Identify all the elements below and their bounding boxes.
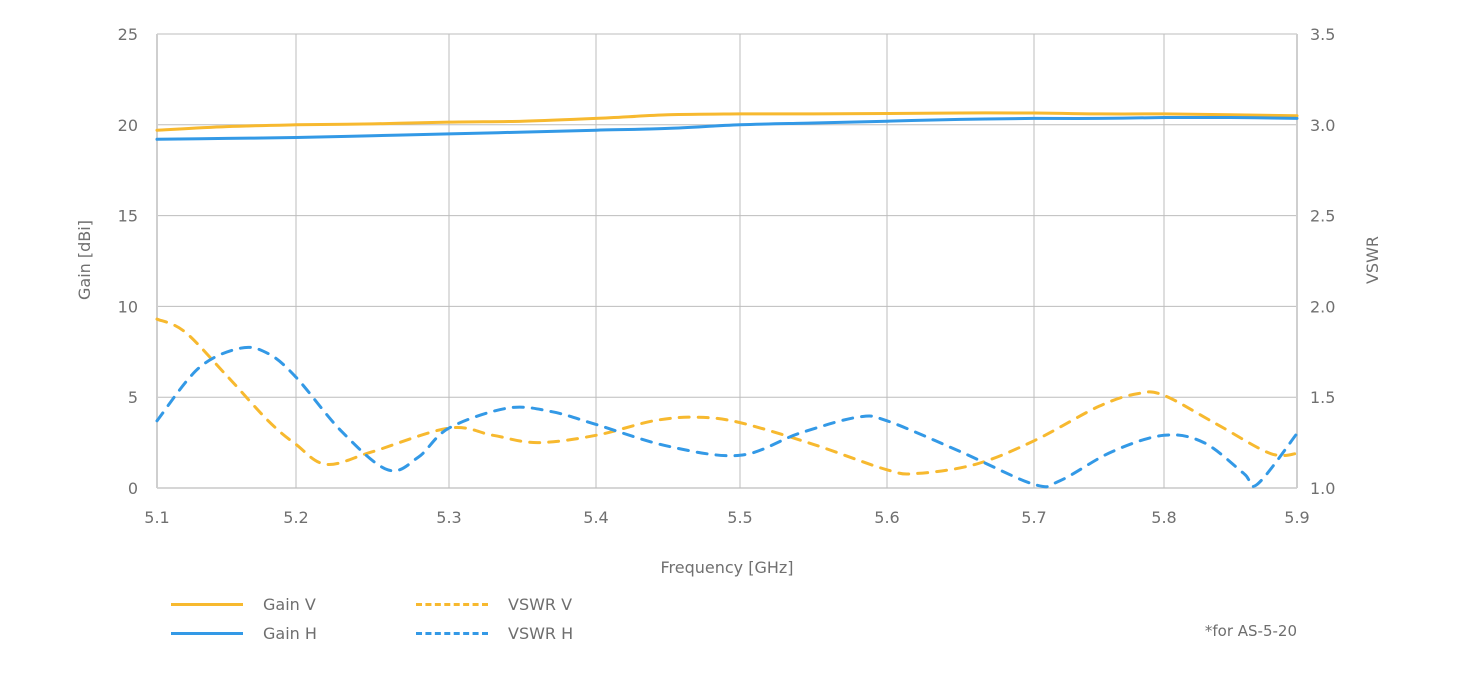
y-tick-label: 10	[118, 297, 138, 316]
series-vswr-h	[155, 345, 1299, 489]
x-tick-label: 5.8	[1151, 508, 1176, 527]
y2-tick-label: 3.5	[1310, 25, 1335, 44]
y-tick-label: 15	[118, 207, 138, 226]
y2-tick-label: 2.0	[1310, 297, 1335, 316]
legend-swatch-dashed-icon	[416, 602, 488, 606]
y-tick-label: 25	[118, 25, 138, 44]
series-gain-h	[155, 115, 1299, 141]
legend-swatch-dashed-icon	[416, 631, 488, 635]
tick-labels: 0 1.0 5 1.5 10 2.0 15 2.5 20 3.0 25 3.5 5.1 5.2 5.3 5.4…	[118, 25, 1336, 527]
y-axis-title: Gain [dBi]	[75, 220, 94, 300]
x-axis-title: Frequency [GHz]	[660, 558, 793, 577]
legend-label: Gain H	[263, 623, 317, 643]
series-vswr-v	[155, 317, 1299, 476]
legend-item-vswr-h: VSWR H	[416, 623, 573, 643]
x-tick-label: 5.7	[1021, 508, 1046, 527]
y2-axis-title: VSWR	[1363, 236, 1382, 284]
y-tick-label: 0	[128, 479, 138, 498]
footnote: *for AS-5-20	[1204, 622, 1297, 640]
x-tick-label: 5.5	[727, 508, 752, 527]
legend-label: Gain V	[263, 594, 316, 614]
legend-swatch-solid-icon	[171, 602, 243, 606]
legend-label: VSWR H	[508, 623, 574, 643]
y2-tick-label: 2.5	[1310, 207, 1335, 226]
y2-tick-label: 1.5	[1310, 388, 1335, 407]
series-gain-v	[155, 111, 1299, 132]
y2-tick-label: 1.0	[1310, 479, 1335, 498]
x-tick-label: 5.1	[144, 508, 169, 527]
legend-label: VSWR V	[508, 594, 573, 614]
x-tick-label: 5.9	[1284, 508, 1309, 527]
legend-swatch-solid-icon	[171, 631, 243, 635]
x-tick-label: 5.4	[583, 508, 608, 527]
x-tick-label: 5.6	[874, 508, 899, 527]
x-tick-label: 5.3	[436, 508, 461, 527]
y2-tick-label: 3.0	[1310, 116, 1335, 135]
legend-item-vswr-v: VSWR V	[416, 594, 572, 614]
y-tick-label: 5	[128, 388, 138, 407]
series-lines	[155, 111, 1299, 489]
y-tick-label: 20	[118, 116, 138, 135]
legend-item-gain-h: Gain H	[171, 623, 317, 643]
legend-item-gain-v: Gain V	[171, 594, 316, 614]
x-tick-label: 5.2	[283, 508, 308, 527]
